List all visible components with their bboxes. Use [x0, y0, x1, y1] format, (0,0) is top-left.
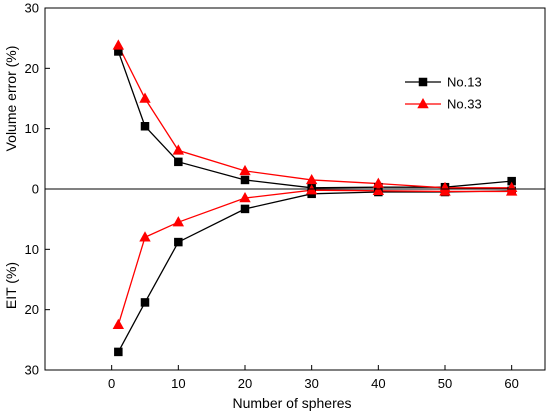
y-tick-label: 0: [32, 182, 39, 197]
data-point-no-33-eit: [439, 185, 451, 196]
legend-marker-no-33: [417, 98, 429, 109]
y-tick-label: 30: [25, 1, 39, 16]
data-point-no-13-volume-error: [507, 176, 516, 186]
x-tick-label: 30: [304, 376, 318, 391]
x-tick-label: 50: [438, 376, 452, 391]
series-line-no-33-eit: [117, 189, 512, 325]
data-point-no-33-eit: [505, 185, 518, 196]
legend-label-no-33: No.33: [447, 97, 482, 112]
data-point-no-33-volume-error: [239, 164, 251, 176]
x-tick-label: 40: [371, 376, 385, 391]
data-point-no-33-eit: [239, 192, 251, 203]
y-axis-title-upper: Volume error (%): [3, 46, 19, 152]
axis-layer: 30 20 10 0 10 20 30 0 10 20 30 40 50 60 Number of sphe…: [3, 1, 546, 411]
y-tick-label: 20: [25, 302, 39, 317]
x-axis-title: Number of spheres: [232, 395, 351, 411]
data-point-no-33-eit: [112, 318, 125, 329]
data-point-no-33-volume-error: [139, 92, 151, 103]
data-point-no-33-eit: [372, 184, 385, 196]
y-tick-label: 10: [25, 121, 39, 136]
x-tick-label: 0: [108, 376, 115, 391]
series-line-no-13-eit: [117, 190, 512, 353]
plot-layer: [112, 39, 518, 357]
data-point-no-13-volume-error: [174, 157, 183, 167]
legend-marker-no-13: [418, 77, 428, 87]
legend: No.13 No.33: [405, 75, 482, 112]
series-line-no-33-volume-error: [117, 45, 512, 189]
data-point-no-33-volume-error: [372, 177, 385, 188]
data-point-no-33-volume-error: [305, 173, 318, 185]
data-point-no-33-volume-error: [172, 144, 185, 155]
y-axis-title-lower: EIT (%): [3, 262, 19, 309]
data-point-no-33-volume-error: [112, 39, 125, 50]
data-point-no-13-volume-error: [140, 122, 150, 131]
data-point-no-13-eit: [140, 298, 150, 307]
data-point-no-13-eit: [174, 237, 183, 247]
y-tick-label: 10: [25, 242, 39, 257]
y-tick-label: 30: [25, 363, 39, 378]
x-tick-label: 60: [504, 376, 518, 391]
data-point-no-13-eit: [240, 204, 250, 214]
data-point-no-13-volume-error: [114, 47, 123, 56]
x-tick-label: 20: [238, 376, 252, 391]
data-point-no-33-eit: [172, 216, 185, 227]
data-point-no-13-volume-error: [240, 175, 250, 185]
legend-label-no-13: No.13: [447, 75, 482, 90]
x-tick-label: 10: [171, 376, 185, 391]
data-point-no-13-eit: [114, 347, 123, 357]
data-point-no-33-eit: [139, 231, 151, 242]
y-tick-label: 20: [25, 61, 39, 76]
